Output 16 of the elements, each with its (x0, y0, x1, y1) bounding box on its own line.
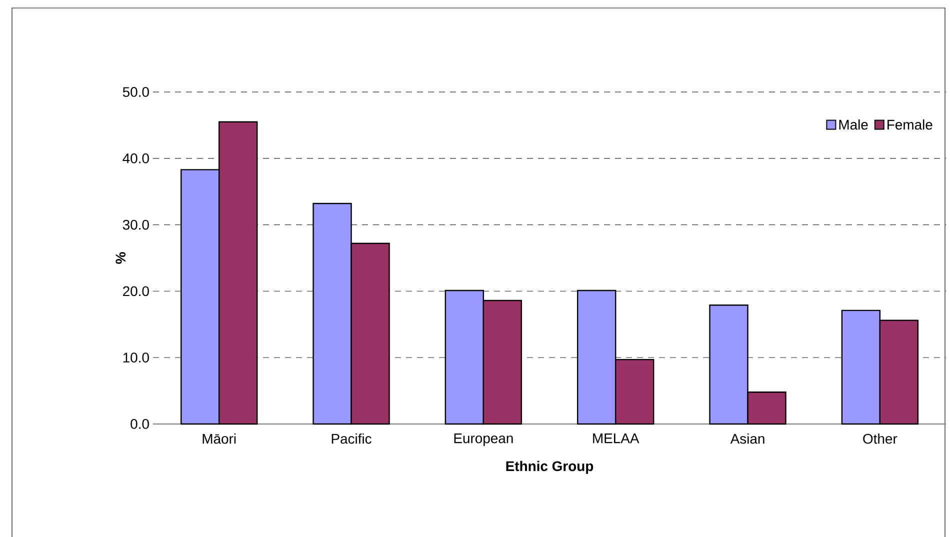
y-tick-label: 0.0 (130, 419, 149, 429)
x-tick-label: Pacific (332, 434, 372, 444)
x-tick-label: MELAA (593, 434, 640, 444)
y-tick-label: 30.0 (122, 220, 149, 230)
y-tick-label: 20.0 (123, 286, 149, 296)
x-tick-label: European (454, 434, 513, 446)
y-tick-label: 50.0 (122, 87, 149, 97)
y-axis-title: % (116, 252, 126, 264)
legend-label: Male (839, 119, 868, 130)
y-tick-label: 40.0 (122, 153, 149, 164)
x-axis-title: Ethnic Group (506, 460, 594, 474)
y-tick-label: 10.0 (123, 352, 149, 363)
x-tick-label: Other (863, 434, 898, 444)
x-tick-label: Māori (202, 434, 236, 444)
legend-label: Female (888, 119, 932, 130)
x-tick-label: Asian (730, 434, 764, 444)
